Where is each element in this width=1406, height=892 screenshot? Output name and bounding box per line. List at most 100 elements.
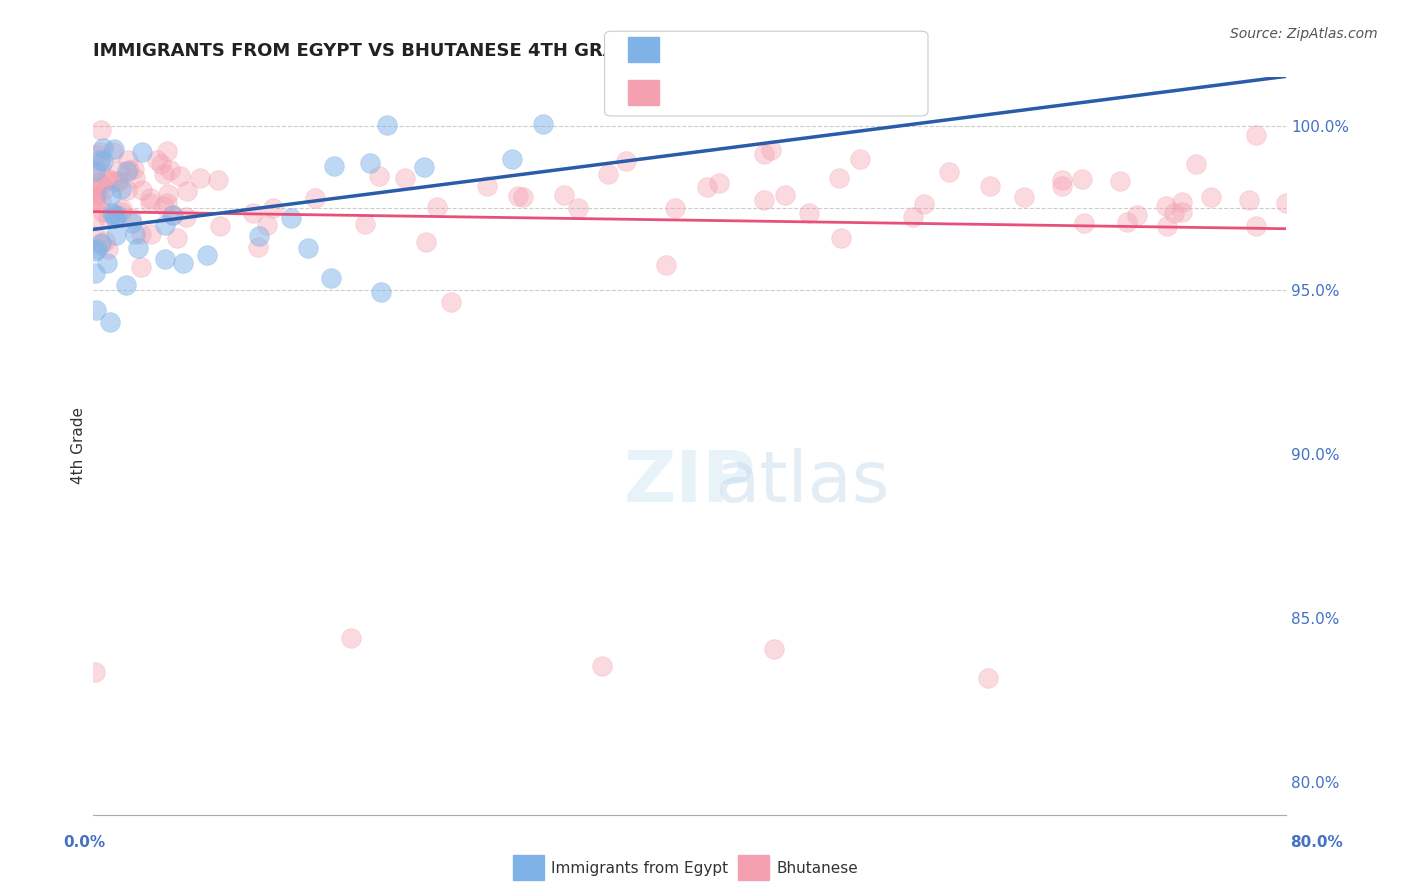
Point — [83, 194, 105, 208]
Point — [83, 164, 105, 178]
Point — [97, 242, 120, 256]
Point — [122, 162, 145, 177]
Point — [1163, 206, 1185, 220]
Point — [596, 167, 619, 181]
Point — [120, 211, 142, 225]
Point — [1126, 208, 1149, 222]
Point — [101, 206, 124, 220]
Point — [90, 160, 112, 174]
Point — [280, 211, 302, 226]
Point — [105, 209, 128, 223]
Point — [89, 165, 111, 179]
Point — [1201, 190, 1223, 204]
Point — [96, 172, 118, 186]
Point — [89, 238, 111, 252]
Point — [195, 247, 218, 261]
Point — [209, 219, 232, 233]
Point — [90, 122, 112, 136]
Point — [108, 163, 131, 178]
Point — [101, 174, 124, 188]
Point — [162, 208, 184, 222]
Point — [426, 200, 449, 214]
Point — [129, 227, 152, 241]
Point — [86, 147, 108, 161]
Text: 116: 116 — [794, 90, 827, 104]
Point — [159, 162, 181, 177]
Point — [107, 174, 129, 188]
Text: R =: R = — [671, 90, 704, 104]
Text: R =: R = — [671, 47, 704, 62]
Point — [977, 671, 1000, 685]
Point — [1073, 215, 1095, 229]
Point — [117, 153, 139, 167]
Point — [115, 164, 138, 178]
Point — [849, 152, 872, 166]
Point — [1244, 128, 1267, 142]
Point — [84, 244, 107, 258]
Point — [1170, 204, 1192, 219]
Point — [84, 266, 107, 280]
Point — [297, 241, 319, 255]
Point — [131, 183, 153, 197]
Point — [166, 231, 188, 245]
Point — [1014, 190, 1036, 204]
Point — [412, 160, 434, 174]
Point — [90, 194, 112, 208]
Text: Immigrants from Egypt: Immigrants from Egypt — [551, 862, 728, 876]
Point — [903, 211, 925, 225]
Point — [90, 178, 112, 192]
Text: Bhutanese: Bhutanese — [776, 862, 858, 876]
Point — [339, 631, 361, 645]
Point — [1070, 172, 1092, 186]
Point — [105, 227, 128, 242]
Point — [763, 641, 786, 656]
Point — [394, 171, 416, 186]
Point — [370, 285, 392, 300]
Point — [83, 179, 105, 194]
Point — [567, 201, 589, 215]
Point — [176, 184, 198, 198]
Text: atlas: atlas — [716, 448, 890, 517]
Text: N =: N = — [762, 90, 796, 104]
Point — [103, 145, 125, 159]
Point — [157, 186, 180, 201]
Point — [84, 193, 107, 207]
Point — [83, 665, 105, 680]
Point — [797, 206, 820, 220]
Point — [121, 216, 143, 230]
Point — [1185, 157, 1208, 171]
Text: IMMIGRANTS FROM EGYPT VS BHUTANESE 4TH GRADE CORRELATION CHART: IMMIGRANTS FROM EGYPT VS BHUTANESE 4TH G… — [93, 42, 866, 60]
Point — [169, 169, 191, 183]
Point — [359, 156, 381, 170]
Point — [912, 196, 935, 211]
Point — [89, 145, 111, 160]
Point — [160, 208, 183, 222]
Point — [1116, 215, 1139, 229]
Point — [367, 169, 389, 184]
Point — [172, 256, 194, 270]
Point — [752, 147, 775, 161]
Point — [190, 171, 212, 186]
Point — [84, 302, 107, 317]
Text: 0.0%: 0.0% — [63, 836, 105, 850]
Point — [1154, 199, 1177, 213]
Point — [262, 202, 284, 216]
Point — [752, 193, 775, 207]
Point — [415, 235, 437, 249]
Point — [501, 152, 523, 166]
Y-axis label: 4th Grade: 4th Grade — [72, 407, 86, 484]
Point — [146, 153, 169, 167]
Point — [304, 191, 326, 205]
Point — [150, 157, 173, 171]
Point — [94, 234, 117, 248]
Point — [531, 117, 554, 131]
Text: ZIP: ZIP — [623, 448, 755, 517]
Point — [759, 144, 782, 158]
Point — [207, 173, 229, 187]
Point — [83, 188, 105, 202]
Point — [1244, 219, 1267, 233]
Point — [84, 185, 107, 199]
Point — [553, 188, 575, 202]
Point — [97, 211, 120, 225]
Point — [141, 227, 163, 241]
